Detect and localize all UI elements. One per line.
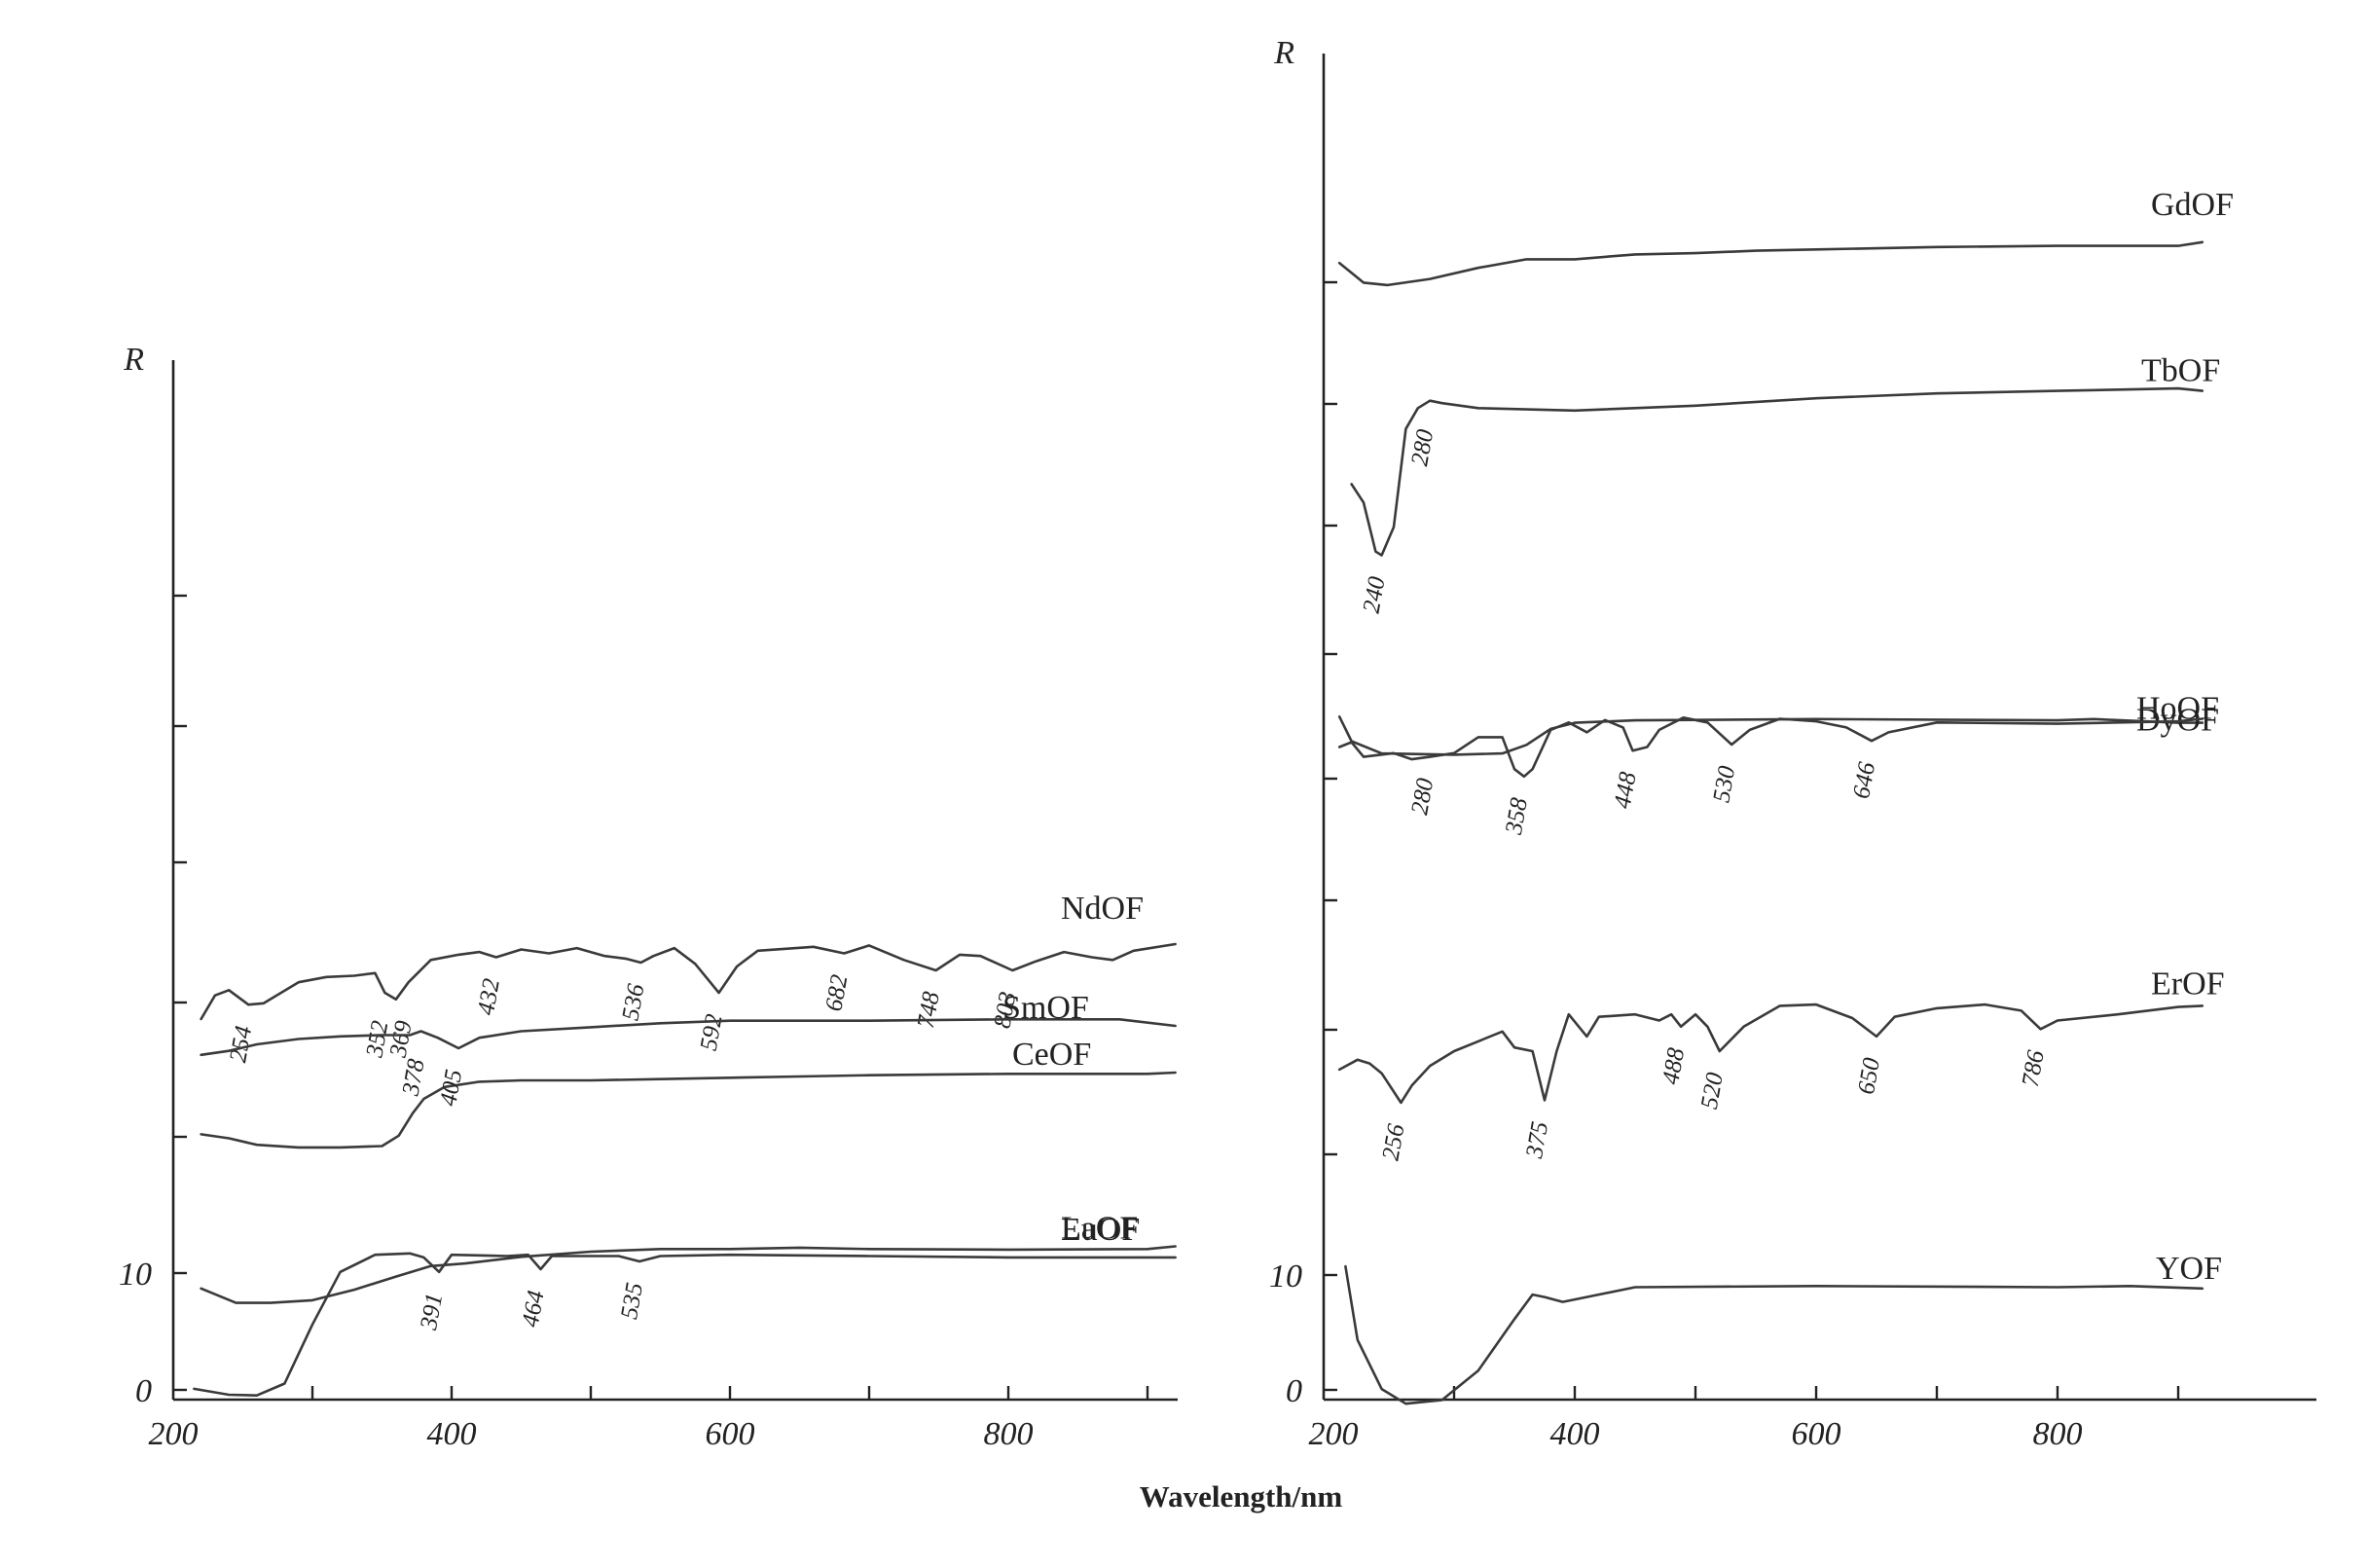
peak-label: 391	[416, 1292, 448, 1333]
series-label-euof: EuOF	[1061, 1212, 1140, 1248]
peak-label: 786	[2018, 1048, 2050, 1089]
series-label-tbof: TbOF	[2141, 353, 2220, 389]
x-tick-label: 400	[1550, 1416, 1600, 1452]
x-tick-label: 600	[1792, 1416, 1841, 1452]
series-line-tbof	[1350, 386, 2204, 557]
peak-label: 375	[1521, 1119, 1553, 1161]
y-axis-label: R	[123, 342, 144, 378]
peak-label: 682	[820, 972, 853, 1013]
peak-label: 369	[385, 1018, 418, 1060]
series-label-laof: LaOF	[1061, 1211, 1138, 1247]
y-tick-label: 0	[135, 1373, 152, 1409]
y-tick-label: 10	[119, 1257, 152, 1293]
x-tick-label: 800	[984, 1416, 1034, 1452]
peak-label: 464	[518, 1289, 550, 1330]
series-line-smof	[200, 1018, 1177, 1057]
series-label-smof: SmOF	[1002, 990, 1089, 1026]
series-label-hoof: HoOF	[2136, 691, 2219, 727]
series-label-gdof: GdOF	[2151, 187, 2234, 223]
series-label-ceof: CeOF	[1012, 1037, 1091, 1073]
series-label-erof: ErOF	[2151, 966, 2225, 1002]
x-tick-label: 200	[1309, 1416, 1359, 1452]
series-line-ndof	[200, 942, 1177, 1021]
peak-label: 280	[1406, 427, 1439, 468]
x-tick-label: 800	[2033, 1416, 2083, 1452]
peak-label: 650	[1853, 1055, 1885, 1096]
series-line-gdof	[1337, 240, 2204, 287]
peak-label: 520	[1696, 1070, 1729, 1111]
peak-label: 432	[473, 976, 505, 1017]
peak-label: 448	[1610, 770, 1642, 811]
peak-label: 358	[1501, 795, 1533, 837]
peak-label: 240	[1359, 574, 1391, 615]
series-label-yof: YOF	[2156, 1251, 2222, 1287]
series-line-erof	[1337, 1003, 2204, 1105]
series-line-euof	[193, 1252, 1177, 1397]
peak-label: 280	[1406, 776, 1439, 817]
series-line-hoof	[1337, 716, 2204, 779]
y-tick-label: 10	[1269, 1258, 1302, 1295]
right-panel: 200 400 600 800010RGdOFTbOF240280DyOFHoOF28…	[1269, 35, 2316, 1452]
series-line-ceof	[200, 1071, 1177, 1149]
peak-label: 748	[913, 989, 945, 1030]
series-line-laof	[200, 1245, 1177, 1304]
peak-label: 646	[1848, 760, 1880, 801]
peak-label: 803	[989, 990, 1021, 1031]
series-label-ndof: NdOF	[1061, 891, 1144, 927]
y-tick-label: 0	[1286, 1373, 1302, 1409]
peak-label: 592	[696, 1012, 728, 1053]
peak-label: 488	[1658, 1045, 1690, 1086]
x-tick-label: 200	[149, 1416, 199, 1452]
peak-label: 352	[361, 1019, 393, 1061]
peak-label: 530	[1708, 763, 1740, 804]
x-tick-label: 400	[427, 1416, 477, 1452]
peak-label: 378	[397, 1057, 429, 1099]
x-tick-label: 600	[706, 1416, 755, 1452]
series-line-yof	[1344, 1264, 2204, 1405]
x-axis-title: Wavelength/nm	[1140, 1479, 1343, 1513]
peak-label: 256	[1377, 1121, 1409, 1162]
peak-label: 405	[435, 1068, 467, 1109]
peak-label: 535	[616, 1281, 648, 1322]
y-axis-label: R	[1273, 35, 1294, 71]
peak-label: 536	[618, 981, 650, 1022]
